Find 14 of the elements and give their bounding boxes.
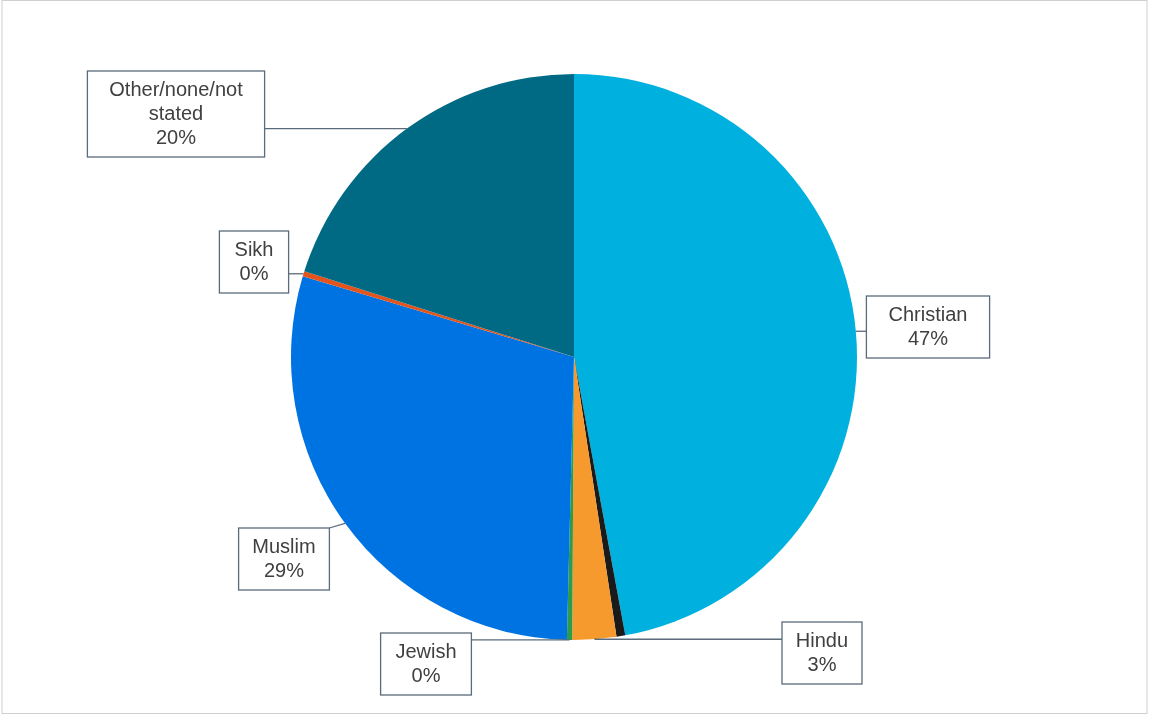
data-label: 20%: [155, 126, 197, 148]
data-label: 0%: [411, 664, 441, 686]
data-label: 29%: [263, 559, 305, 581]
slice-label: Muslim: [252, 535, 316, 557]
data-label: 3%: [807, 653, 837, 675]
data-label: 47%: [907, 327, 949, 349]
data-label: 0%: [239, 262, 269, 284]
slice-label: Other/none/not stated: [109, 78, 244, 124]
pie-slice: [572, 357, 617, 640]
pie-slice: [304, 74, 574, 357]
slice-label: Sikh: [234, 238, 274, 260]
slice-label: Jewish: [395, 640, 457, 662]
slice-label: Hindu: [795, 629, 849, 651]
slice-label: Christian: [888, 303, 968, 325]
